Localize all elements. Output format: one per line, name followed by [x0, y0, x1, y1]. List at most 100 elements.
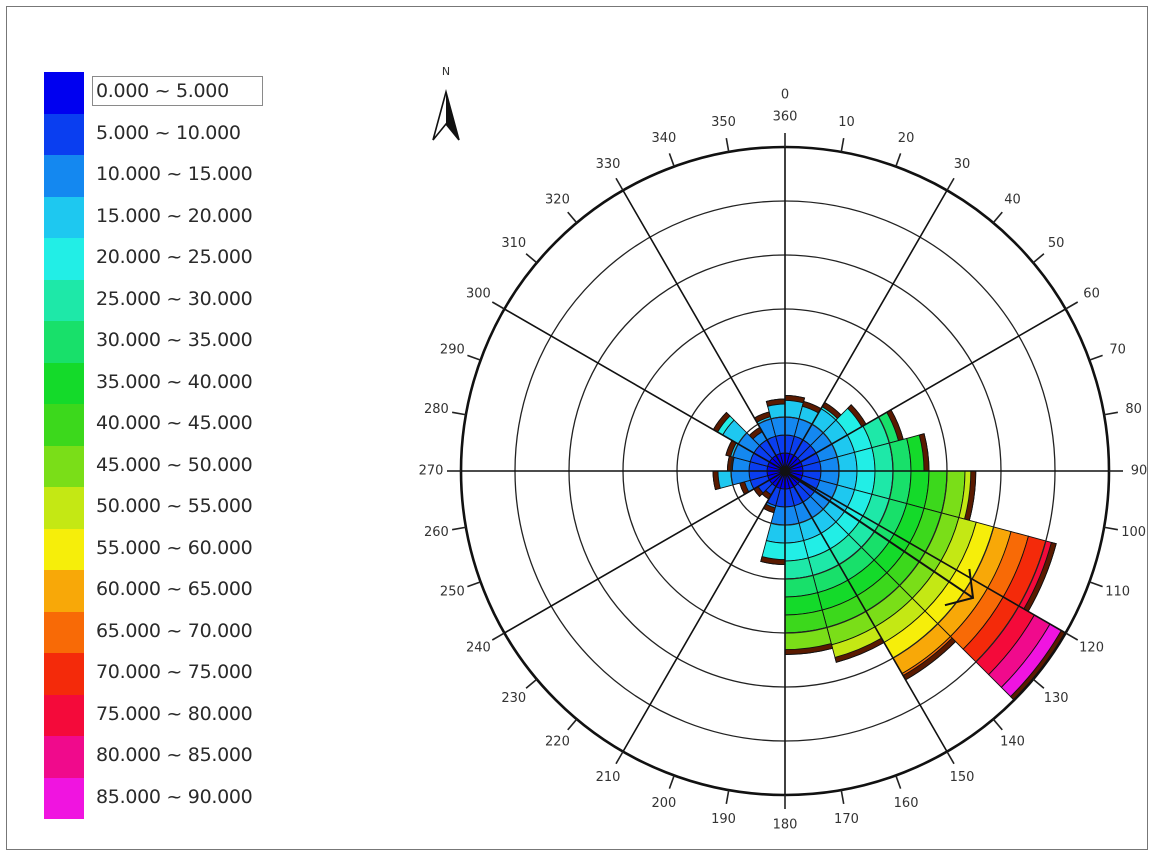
legend-label: 10.000 ~ 15.000: [96, 163, 253, 185]
legend-label: 0.000 ~ 5.000: [92, 76, 263, 106]
angle-tick: [1089, 581, 1103, 588]
angle-tick: [525, 678, 538, 689]
legend-swatch: [44, 321, 84, 363]
grid-spoke: [784, 190, 948, 472]
angle-tick: [1065, 301, 1079, 310]
legend-swatch: [44, 404, 84, 446]
angle-tick-label: 310: [501, 236, 526, 251]
legend-label: 5.000 ~ 10.000: [96, 121, 241, 144]
legend-swatch: [44, 736, 84, 778]
angle-tick-label: 170: [834, 812, 859, 827]
sector-rim: [784, 394, 806, 404]
legend-item[interactable]: 50.000 ~ 55.000: [44, 487, 324, 529]
legend-item[interactable]: 45.000 ~ 50.000: [44, 445, 324, 487]
rose-sector: [762, 470, 786, 514]
angle-tick: [1103, 526, 1119, 531]
arrow-head: [944, 568, 975, 607]
angle-tick-label: 110: [1105, 585, 1130, 600]
legend-item[interactable]: 40.000 ~ 45.000: [44, 404, 324, 446]
legend-item[interactable]: 80.000 ~ 85.000: [44, 736, 324, 778]
sector-rim: [712, 411, 731, 433]
angle-tick: [1032, 253, 1045, 264]
angle-tick-label: 340: [652, 131, 677, 146]
angle-tick-label: 280: [424, 402, 449, 417]
mean-direction-arrow: [780, 466, 975, 607]
legend-item[interactable]: 5.000 ~ 10.000: [44, 113, 324, 155]
legend-swatch: [44, 279, 84, 321]
angle-tick: [668, 775, 675, 789]
angle-tick: [615, 177, 624, 191]
legend-label: 60.000 ~ 65.000: [96, 578, 253, 600]
angle-tick-label: 200: [652, 796, 677, 811]
grid-spoke: [622, 190, 786, 472]
legend-swatch: [44, 694, 84, 736]
legend-swatch: [44, 72, 84, 114]
angle-tick-label: 70: [1109, 342, 1126, 357]
angle-ticks: 0 360 10 20 30 40 50 60 70 80 90 100 110 120 130 140 150…: [419, 88, 1148, 833]
angle-tick: [895, 153, 902, 167]
angle-tick: [1065, 632, 1079, 641]
angle-tick: [946, 177, 955, 191]
angle-tick-label: 150: [950, 770, 975, 785]
legend-item[interactable]: 0.000 ~ 5.000: [44, 72, 324, 114]
angle-tick-label: 190: [711, 812, 736, 827]
legend-item[interactable]: 75.000 ~ 80.000: [44, 694, 324, 736]
legend-label: 35.000 ~ 40.000: [96, 370, 253, 393]
rose-sector: [784, 400, 822, 472]
legend-item[interactable]: 30.000 ~ 35.000: [44, 321, 324, 363]
legend-swatch: [44, 777, 84, 819]
angle-tick: [451, 526, 467, 531]
legend-label: 85.000 ~ 90.000: [96, 785, 253, 808]
angle-tick: [840, 137, 845, 153]
legend-swatch: [44, 528, 84, 570]
legend-swatch: [44, 155, 84, 197]
legend-item[interactable]: 55.000 ~ 60.000: [44, 528, 324, 570]
angle-tick-label: 90: [1131, 464, 1148, 479]
north-arrow-icon: N: [432, 65, 460, 141]
angle-tick-label: 30: [954, 157, 971, 172]
angle-tick-label: 20: [898, 131, 915, 146]
grid-spoke: [504, 470, 786, 634]
legend-item[interactable]: 85.000 ~ 90.000: [44, 777, 324, 819]
angle-tick: [1032, 678, 1045, 689]
angle-tick-label: 180: [773, 818, 798, 833]
grid-spoke: [622, 470, 786, 752]
angle-tick-label: 0: [781, 88, 789, 103]
angle-tick: [567, 211, 578, 224]
legend-swatch: [44, 570, 84, 612]
grid-spoke: [504, 308, 786, 472]
legend-swatch: [44, 653, 84, 695]
legend-swatch: [44, 113, 84, 155]
legend-label: 65.000 ~ 70.000: [96, 619, 253, 642]
grid-spoke: [784, 470, 1066, 634]
angle-tick: [615, 751, 624, 765]
angle-tick: [725, 789, 730, 805]
angle-tick: [992, 211, 1003, 224]
angle-tick-label: 50: [1048, 236, 1065, 251]
angle-tick-label: 60: [1083, 287, 1100, 302]
legend-item[interactable]: 65.000 ~ 70.000: [44, 611, 324, 653]
legend-item[interactable]: 70.000 ~ 75.000: [44, 653, 324, 695]
angle-tick: [1103, 411, 1119, 416]
angle-tick: [467, 354, 481, 361]
angle-tick: [895, 775, 902, 789]
legend-label: 80.000 ~ 85.000: [96, 744, 253, 766]
legend-label: 30.000 ~ 35.000: [96, 329, 253, 351]
angle-tick-label: 260: [424, 525, 449, 540]
angle-tick: [491, 632, 505, 641]
legend-item[interactable]: 60.000 ~ 65.000: [44, 570, 324, 612]
legend-label: 20.000 ~ 25.000: [96, 246, 253, 268]
sector-rim: [834, 637, 885, 663]
angle-tick: [1089, 354, 1103, 361]
angle-tick-label: 290: [440, 342, 465, 357]
angle-tick-label: 210: [596, 770, 621, 785]
legend-swatch: [44, 487, 84, 529]
grid-spoke: [784, 308, 1066, 472]
legend-item[interactable]: 10.000 ~ 15.000: [44, 155, 324, 197]
legend-item[interactable]: 25.000 ~ 30.000: [44, 279, 324, 321]
legend-item[interactable]: 20.000 ~ 25.000: [44, 238, 324, 280]
legend-item[interactable]: 15.000 ~ 20.000: [44, 196, 324, 238]
legend-item[interactable]: 35.000 ~ 40.000: [44, 362, 324, 404]
sector-band: [784, 539, 809, 562]
